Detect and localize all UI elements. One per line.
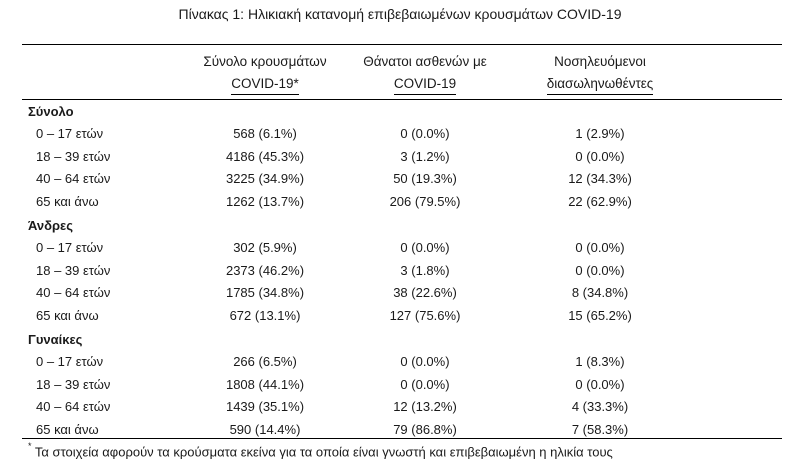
intubated-cell: 4 (33.3%)	[571, 399, 629, 414]
age-cell: 40 – 64 ετών	[36, 285, 111, 300]
age-cell: 18 – 39 ετών	[36, 262, 111, 278]
age-cell: 65 και άνω	[36, 421, 99, 437]
header-intubated-line1: Νοσηλευόμενοι	[554, 54, 646, 69]
intubated-cell: 0 (0.0%)	[575, 148, 625, 164]
intubated-cell: 15 (65.2%)	[568, 307, 632, 323]
header-total-cases: Σύνολο κρουσμάτων COVID-19*	[195, 51, 335, 95]
cases-cell: 4186 (45.3%)	[225, 148, 305, 164]
intubated-cell: 1 (2.9%)	[575, 126, 625, 141]
table-row: 65 και άνω 1262 (13.7%) 206 (79.5%) 22 (62.…	[0, 194, 800, 214]
bottom-rule	[22, 438, 782, 439]
deaths-cell: 79 (86.8%)	[393, 421, 457, 437]
deaths-cell: 3 (1.8%)	[400, 262, 450, 278]
table-row: 40 – 64 ετών 1785 (34.8%) 38 (22.6%) 8 (34.…	[0, 285, 800, 305]
age-cell: 40 – 64 ετών	[36, 399, 111, 414]
table-row: 0 – 17 ετών 568 (6.1%) 0 (0.0%) 1 (2.9%)	[0, 126, 800, 146]
cases-cell: 590 (14.4%)	[229, 421, 301, 437]
header-deaths-line2: COVID-19	[393, 74, 457, 95]
deaths-cell: 0 (0.0%)	[400, 126, 450, 141]
deaths-cell: 38 (22.6%)	[393, 285, 457, 300]
cases-cell: 1439 (35.1%)	[225, 399, 305, 414]
table-row: 0 – 17 ετών 266 (6.5%) 0 (0.0%) 1 (8.3%)	[0, 354, 800, 374]
intubated-cell: 12 (34.3%)	[568, 171, 632, 186]
intubated-cell: 0 (0.0%)	[575, 262, 625, 278]
cases-cell: 1808 (44.1%)	[225, 376, 305, 392]
deaths-cell: 12 (13.2%)	[393, 399, 457, 414]
group-heading: Σύνολο	[28, 104, 74, 119]
intubated-cell: 7 (58.3%)	[571, 421, 629, 437]
deaths-cell: 3 (1.2%)	[400, 148, 450, 164]
intubated-cell: 0 (0.0%)	[575, 240, 625, 255]
deaths-cell: 0 (0.0%)	[400, 376, 450, 392]
cases-cell: 2373 (46.2%)	[225, 262, 305, 278]
table-row: 40 – 64 ετών 3225 (34.9%) 50 (19.3%) 12 (34…	[0, 171, 800, 191]
intubated-cell: 22 (62.9%)	[568, 193, 632, 209]
intubated-cell: 8 (34.8%)	[571, 285, 629, 300]
footnote: * Τα στοιχεία αφορούν τα κρούσματα εκείν…	[28, 441, 613, 460]
age-cell: 0 – 17 ετών	[36, 126, 104, 141]
age-cell: 0 – 17 ετών	[36, 240, 104, 255]
cases-cell: 266 (6.5%)	[233, 354, 297, 369]
header-total-cases-line1: Σύνολο κρουσμάτων	[203, 54, 327, 69]
table-row: 65 και άνω 590 (14.4%) 79 (86.8%) 7 (58.3%)	[0, 422, 800, 442]
table-row: 40 – 64 ετών 1439 (35.1%) 12 (13.2%) 4 (33.…	[0, 399, 800, 419]
header-intubated: Νοσηλευόμενοι διασωληνωθέντες	[525, 51, 675, 95]
cases-cell: 3225 (34.9%)	[225, 171, 305, 186]
intubated-cell: 0 (0.0%)	[575, 376, 625, 392]
table-row: 18 – 39 ετών 2373 (46.2%) 3 (1.8%) 0 (0.0%)	[0, 263, 800, 283]
header-rule	[22, 99, 782, 100]
age-cell: 18 – 39 ετών	[36, 148, 111, 164]
cases-cell: 302 (5.9%)	[233, 240, 297, 255]
top-rule	[22, 44, 782, 45]
header-deaths-line1: Θάνατοι ασθενών με	[363, 54, 487, 69]
cases-cell: 1785 (34.8%)	[225, 285, 305, 300]
table-row: 18 – 39 ετών 1808 (44.1%) 0 (0.0%) 0 (0.0%)	[0, 377, 800, 397]
group-heading: Άνδρες	[28, 218, 73, 233]
table-row: 18 – 39 ετών 4186 (45.3%) 3 (1.2%) 0 (0.0%)	[0, 149, 800, 169]
table-row: 0 – 17 ετών 302 (5.9%) 0 (0.0%) 0 (0.0%)	[0, 240, 800, 260]
table-row: 65 και άνω 672 (13.1%) 127 (75.6%) 15 (65.2…	[0, 308, 800, 328]
header-intubated-line2: διασωληνωθέντες	[546, 74, 654, 95]
deaths-cell: 206 (79.5%)	[389, 193, 461, 209]
age-cell: 65 και άνω	[36, 307, 99, 323]
deaths-cell: 50 (19.3%)	[393, 171, 457, 186]
age-cell: 65 και άνω	[36, 193, 99, 209]
age-cell: 18 – 39 ετών	[36, 376, 111, 392]
age-cell: 40 – 64 ετών	[36, 171, 111, 186]
header-total-cases-line2: COVID-19*	[231, 74, 299, 95]
deaths-cell: 127 (75.6%)	[389, 307, 461, 323]
age-cell: 0 – 17 ετών	[36, 354, 104, 369]
cases-cell: 672 (13.1%)	[229, 307, 301, 323]
group-heading: Γυναίκες	[28, 332, 83, 347]
deaths-cell: 0 (0.0%)	[400, 240, 450, 255]
footnote-marker: *	[28, 441, 32, 451]
intubated-cell: 1 (8.3%)	[575, 354, 625, 369]
cases-cell: 568 (6.1%)	[233, 126, 297, 141]
deaths-cell: 0 (0.0%)	[400, 354, 450, 369]
cases-cell: 1262 (13.7%)	[225, 193, 305, 209]
table-title: Πίνακας 1: Ηλικιακή κατανομή επιβεβαιωμέ…	[178, 6, 622, 22]
header-deaths: Θάνατοι ασθενών με COVID-19	[355, 51, 495, 95]
footnote-text: Τα στοιχεία αφορούν τα κρούσματα εκείνα …	[34, 444, 613, 460]
